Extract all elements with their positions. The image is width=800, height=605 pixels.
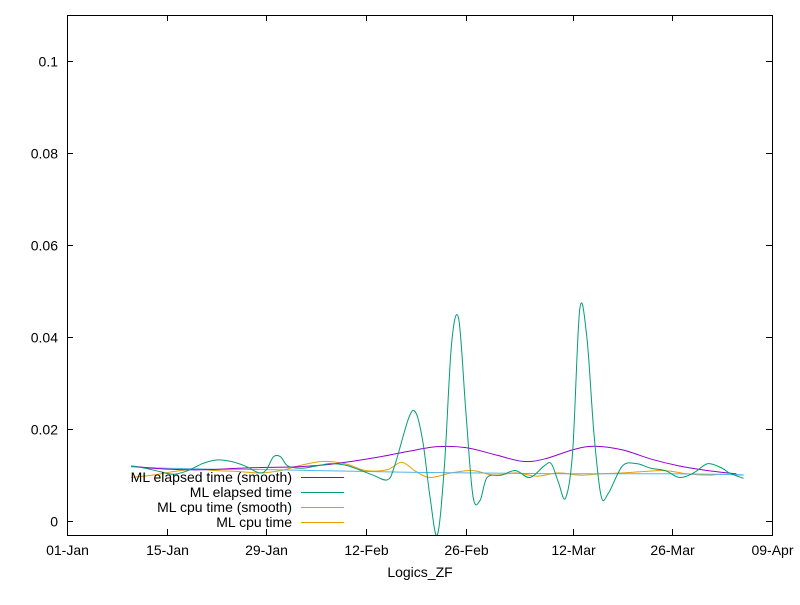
y-tick-label: 0.08 bbox=[31, 146, 58, 162]
y-tick-label: 0.02 bbox=[31, 422, 58, 438]
y-tick-label: 0.1 bbox=[39, 54, 59, 70]
plot-series bbox=[131, 302, 744, 537]
plot-frame bbox=[67, 15, 773, 536]
legend-label: ML elapsed time (smooth) bbox=[131, 469, 292, 485]
series-line-1 bbox=[131, 302, 744, 537]
x-tick-label: 26-Feb bbox=[444, 542, 489, 558]
x-tick-label: 12-Mar bbox=[551, 542, 596, 558]
x-tick-label: 01-Jan bbox=[46, 542, 89, 558]
x-tick-label: 09-Apr bbox=[751, 542, 793, 558]
x-axis: 01-Jan 15-Jan 29-Jan 12-Feb 26-Feb 12-Mar 26-M… bbox=[46, 15, 794, 558]
y-tick-label: 0.04 bbox=[31, 330, 58, 346]
y-tick-label: 0 bbox=[50, 514, 58, 530]
y-axis: 0 0.02 0.04 0.06 0.08 0.1 bbox=[31, 54, 772, 530]
legend-label: ML cpu time (smooth) bbox=[157, 499, 292, 515]
x-tick-label: 26-Mar bbox=[650, 542, 695, 558]
x-tick-label: 15-Jan bbox=[146, 542, 189, 558]
x-axis-label: Logics_ZF bbox=[387, 564, 452, 580]
legend-label: ML elapsed time bbox=[190, 484, 292, 500]
x-tick-label: 12-Feb bbox=[344, 542, 389, 558]
legend-label: ML cpu time bbox=[216, 514, 292, 530]
legend: ML elapsed time (smooth)ML elapsed timeM… bbox=[131, 469, 344, 530]
series-line-3 bbox=[131, 460, 744, 478]
x-tick-label: 29-Jan bbox=[245, 542, 288, 558]
y-tick-label: 0.06 bbox=[31, 238, 58, 254]
series-line-0 bbox=[131, 445, 737, 475]
